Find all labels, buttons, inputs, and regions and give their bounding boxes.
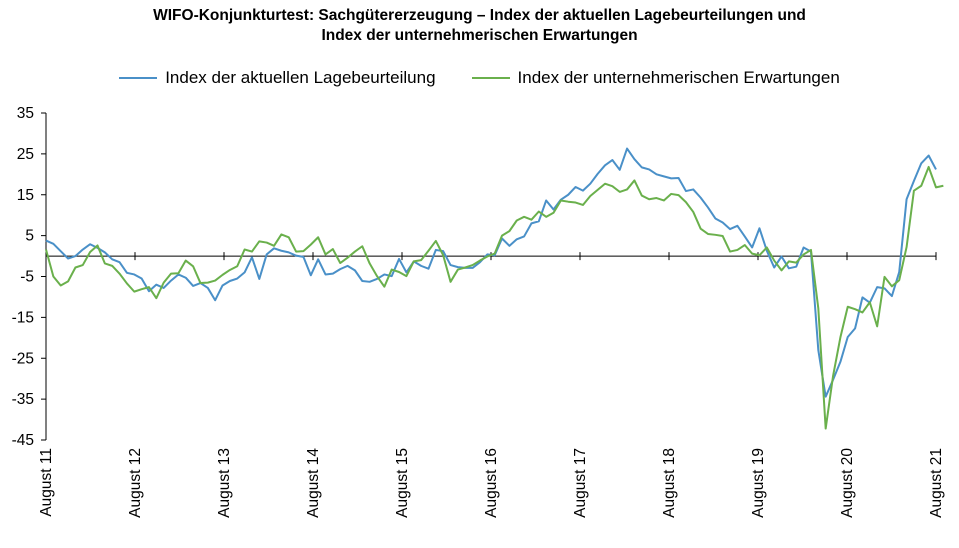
chart-title-line-2: Index der unternehmerischen Erwartungen (321, 27, 638, 44)
y-tick-label: 35 (17, 105, 34, 122)
legend-item-lage: Index der aktuellen Lagebeurteilung (119, 68, 436, 88)
legend-swatch-erwartungen (471, 77, 510, 79)
chart-series-lines (45, 147, 944, 430)
x-tick-label: August 15 (394, 448, 411, 518)
y-tick-label: -45 (12, 432, 34, 449)
y-tick-label: 15 (17, 187, 34, 204)
x-tick-label: August 14 (305, 448, 322, 518)
x-tick-label: August 21 (928, 448, 945, 518)
y-tick-label: -25 (12, 350, 34, 367)
series-line-erwartungen (45, 165, 944, 430)
y-tick-label: -5 (20, 269, 34, 286)
legend-label-lage: Index der aktuellen Lagebeurteilung (165, 68, 436, 87)
y-tick-label: 5 (25, 228, 34, 245)
x-tick-label: August 16 (483, 448, 500, 518)
chart-title-line-1: WIFO-Konjunkturtest: Sachgütererzeugung … (153, 7, 806, 24)
y-tick-label: -35 (12, 391, 34, 408)
legend-swatch-lage (119, 77, 158, 79)
x-tick-label: August 17 (572, 448, 589, 518)
legend-item-erwartungen: Index der unternehmerischen Erwartungen (471, 68, 840, 88)
y-tick-label: 25 (17, 146, 34, 163)
y-tick-label: -15 (12, 309, 34, 326)
x-tick-label: August 19 (750, 448, 767, 518)
chart-legend: Index der aktuellen Lagebeurteilung Inde… (0, 68, 959, 88)
x-tick-label: August 13 (216, 448, 233, 518)
legend-label-erwartungen: Index der unternehmerischen Erwartungen (517, 68, 840, 87)
x-tick-label: August 20 (839, 448, 856, 518)
x-tick-label: August 18 (661, 448, 678, 518)
x-tick-label: August 11 (38, 448, 55, 517)
x-tick-label: August 12 (127, 448, 144, 518)
chart-title: WIFO-Konjunkturtest: Sachgütererzeugung … (0, 6, 959, 46)
